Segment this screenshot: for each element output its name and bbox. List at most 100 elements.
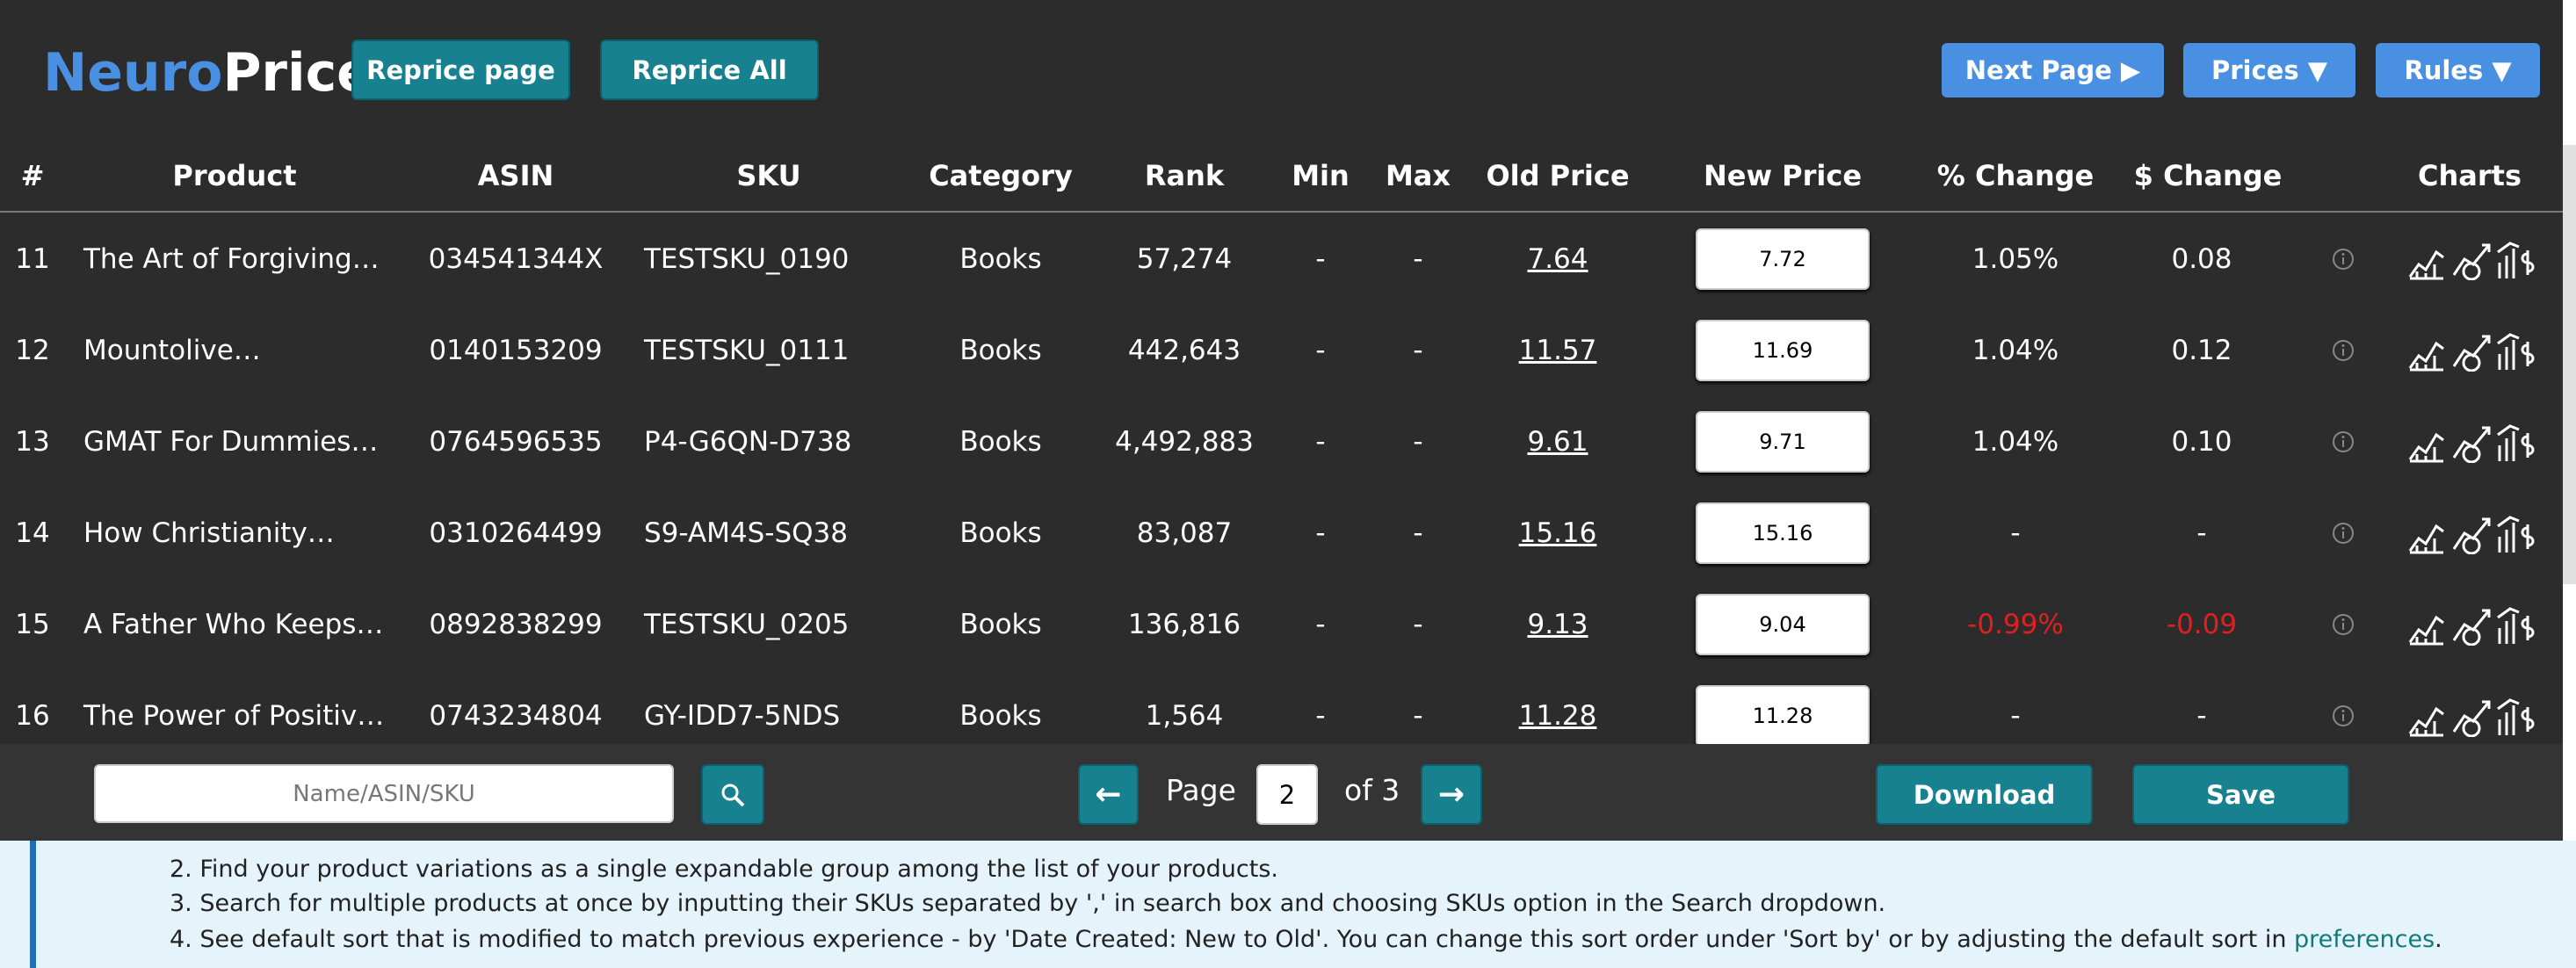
new-price-input[interactable]: 15.16: [1696, 502, 1870, 564]
cell: -: [2196, 517, 2207, 549]
cell: Books: [959, 243, 1042, 275]
cell: P4-G6QN-D738: [644, 426, 852, 458]
cell: 16: [15, 700, 50, 732]
header-divider: [0, 211, 2563, 213]
cell: 1.04%: [1972, 335, 2059, 366]
cell[interactable]: 11.57: [1518, 335, 1597, 366]
column-header: Product: [172, 159, 297, 192]
next-page-arrow[interactable]: →: [1421, 764, 1482, 825]
column-header: % Change: [1936, 159, 2095, 192]
tip: 4. See default sort that is modified to …: [170, 926, 2442, 953]
logo-part: Neuro: [43, 42, 223, 104]
cell: 57,274: [1136, 243, 1233, 275]
info-icon[interactable]: [2332, 430, 2355, 457]
search-input[interactable]: Name/ASIN/SKU: [94, 764, 674, 823]
cell: 0.08: [2171, 243, 2232, 275]
cell: 034541344X: [428, 243, 604, 275]
next-page-button[interactable]: Next Page ▶: [1942, 43, 2164, 98]
cell: 0743234804: [429, 700, 603, 732]
cell: Mountolive…: [83, 335, 261, 366]
column-header: #: [20, 159, 45, 192]
cell: -: [1413, 426, 1423, 458]
chart-icons[interactable]: [2408, 423, 2536, 466]
chart-icons[interactable]: [2408, 605, 2536, 649]
page-input[interactable]: 2: [1256, 764, 1318, 825]
cell: -: [1315, 243, 1326, 275]
preferences-link[interactable]: preferences: [2294, 926, 2435, 953]
info-icon[interactable]: [2332, 248, 2355, 274]
chart-icons[interactable]: [2408, 697, 2536, 740]
reprice-page-button[interactable]: Reprice page: [351, 40, 570, 100]
new-price-input[interactable]: 7.72: [1696, 228, 1870, 290]
tips-border: [30, 841, 36, 968]
cell: GMAT For Dummies…: [83, 426, 379, 458]
logo: NeuroPrice: [43, 42, 373, 104]
cell[interactable]: 9.61: [1527, 426, 1588, 458]
info-icon[interactable]: [2332, 339, 2355, 365]
cell: -: [1413, 700, 1423, 732]
save-button[interactable]: Save: [2132, 764, 2349, 825]
download-button[interactable]: Download: [1876, 764, 2093, 825]
cell[interactable]: 9.13: [1527, 609, 1588, 640]
cell: TESTSKU_0205: [644, 609, 850, 640]
cell: 0892838299: [429, 609, 603, 640]
cell: 1.05%: [1972, 243, 2059, 275]
column-header: Category: [929, 159, 1073, 192]
chart-icons[interactable]: [2408, 331, 2536, 375]
cell[interactable]: 7.64: [1527, 243, 1588, 275]
cell: A Father Who Keeps…: [83, 609, 384, 640]
info-icon[interactable]: [2332, 613, 2355, 639]
cell: 0.10: [2171, 426, 2232, 458]
repricer-panel: NeuroPrice Reprice page Reprice All Next…: [0, 0, 2576, 841]
column-header: Rank: [1144, 159, 1225, 192]
reprice-all-button[interactable]: Reprice All: [600, 40, 819, 100]
cell: -: [1315, 517, 1326, 549]
cell: 11: [15, 243, 50, 275]
column-header: New Price: [1703, 159, 1863, 192]
cell: 0764596535: [429, 426, 603, 458]
info-icon[interactable]: [2332, 704, 2355, 731]
cell: -: [1413, 609, 1423, 640]
chart-icons[interactable]: [2408, 240, 2536, 284]
cell: 442,643: [1127, 335, 1241, 366]
cell: -: [1413, 243, 1423, 275]
cell: Books: [959, 517, 1042, 549]
prices-menu[interactable]: Prices ▼: [2183, 43, 2355, 98]
page-count: of 3: [1344, 773, 1400, 807]
logo-part: Price: [222, 42, 373, 104]
tip: 2. Find your product variations as a sin…: [170, 856, 1278, 883]
cell: 136,816: [1127, 609, 1241, 640]
new-price-input[interactable]: 9.04: [1696, 594, 1870, 655]
cell[interactable]: 11.28: [1518, 700, 1597, 732]
column-header: Min: [1292, 159, 1350, 192]
rules-menu[interactable]: Rules ▼: [2376, 43, 2540, 98]
search-button[interactable]: [701, 764, 764, 825]
cell: -0.99%: [1967, 609, 2064, 640]
column-header: ASIN: [477, 159, 554, 192]
cell: TESTSKU_0111: [644, 335, 850, 366]
info-icon[interactable]: [2332, 522, 2355, 548]
cell: -: [1413, 517, 1423, 549]
cell: 83,087: [1136, 517, 1233, 549]
chart-icons[interactable]: [2408, 514, 2536, 558]
new-price-input[interactable]: 9.71: [1696, 411, 1870, 473]
column-header: SKU: [736, 159, 801, 192]
cell: -: [2010, 700, 2021, 732]
prev-page-button[interactable]: ←: [1078, 764, 1139, 825]
cell: GY-IDD7-5NDS: [644, 700, 841, 732]
cell: 4,492,883: [1115, 426, 1254, 458]
cell: -: [1315, 609, 1326, 640]
footer-bar: Name/ASIN/SKU ← Page 2 of 3 → Download S…: [0, 744, 2563, 841]
cell: Books: [959, 700, 1042, 732]
cell: -: [1315, 426, 1326, 458]
cell: 13: [15, 426, 50, 458]
new-price-input[interactable]: 11.28: [1696, 685, 1870, 747]
new-price-input[interactable]: 11.69: [1696, 320, 1870, 381]
column-header: Old Price: [1486, 159, 1630, 192]
scrollbar: [2563, 145, 2576, 584]
cell: 15: [15, 609, 50, 640]
cell: S9-AM4S-SQ38: [644, 517, 848, 549]
cell[interactable]: 15.16: [1518, 517, 1597, 549]
cell: TESTSKU_0190: [644, 243, 850, 275]
